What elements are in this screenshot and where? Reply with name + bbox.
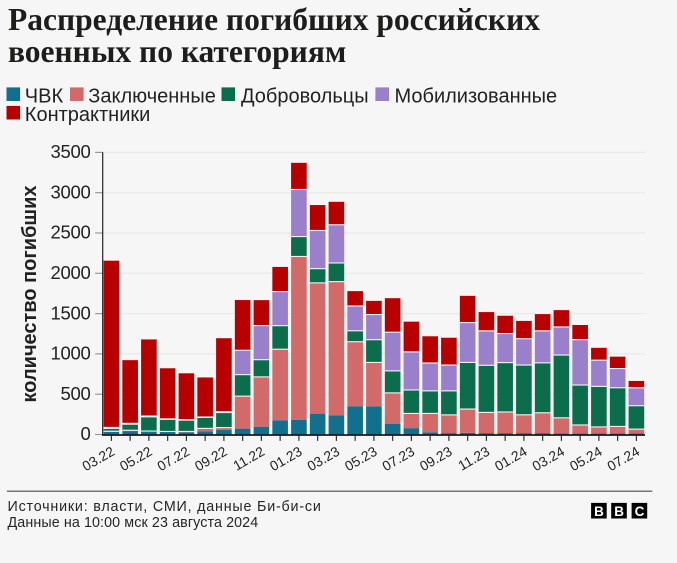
svg-text:0: 0	[81, 423, 91, 444]
svg-text:Добровольцы: Добровольцы	[241, 85, 369, 107]
svg-text:2000: 2000	[51, 262, 91, 283]
svg-text:3500: 3500	[51, 141, 91, 162]
svg-text:C: C	[635, 504, 645, 519]
svg-text:B: B	[594, 504, 604, 519]
svg-text:500: 500	[61, 383, 91, 404]
svg-text:B: B	[614, 504, 624, 519]
svg-text:количество погибших: количество погибших	[19, 185, 41, 402]
svg-text:1000: 1000	[51, 343, 91, 364]
svg-text:Мобилизованные: Мобилизованные	[395, 85, 558, 107]
svg-text:Распределение погибших российс: Распределение погибших российских	[8, 2, 540, 37]
svg-text:ЧВК: ЧВК	[25, 85, 64, 107]
svg-text:2500: 2500	[51, 222, 91, 243]
svg-text:Источники: власти, СМИ, данные: Источники: власти, СМИ, данные Би-би-си	[8, 499, 322, 515]
svg-text:военных по категориям: военных по категориям	[8, 34, 346, 69]
svg-text:Данные на 10:00 мск 23 августа: Данные на 10:00 мск 23 августа 2024	[8, 515, 259, 531]
svg-text:1500: 1500	[51, 302, 91, 323]
svg-text:Заключенные: Заключенные	[88, 85, 216, 107]
svg-text:Контрактники: Контрактники	[25, 104, 151, 126]
svg-text:3000: 3000	[51, 181, 91, 202]
